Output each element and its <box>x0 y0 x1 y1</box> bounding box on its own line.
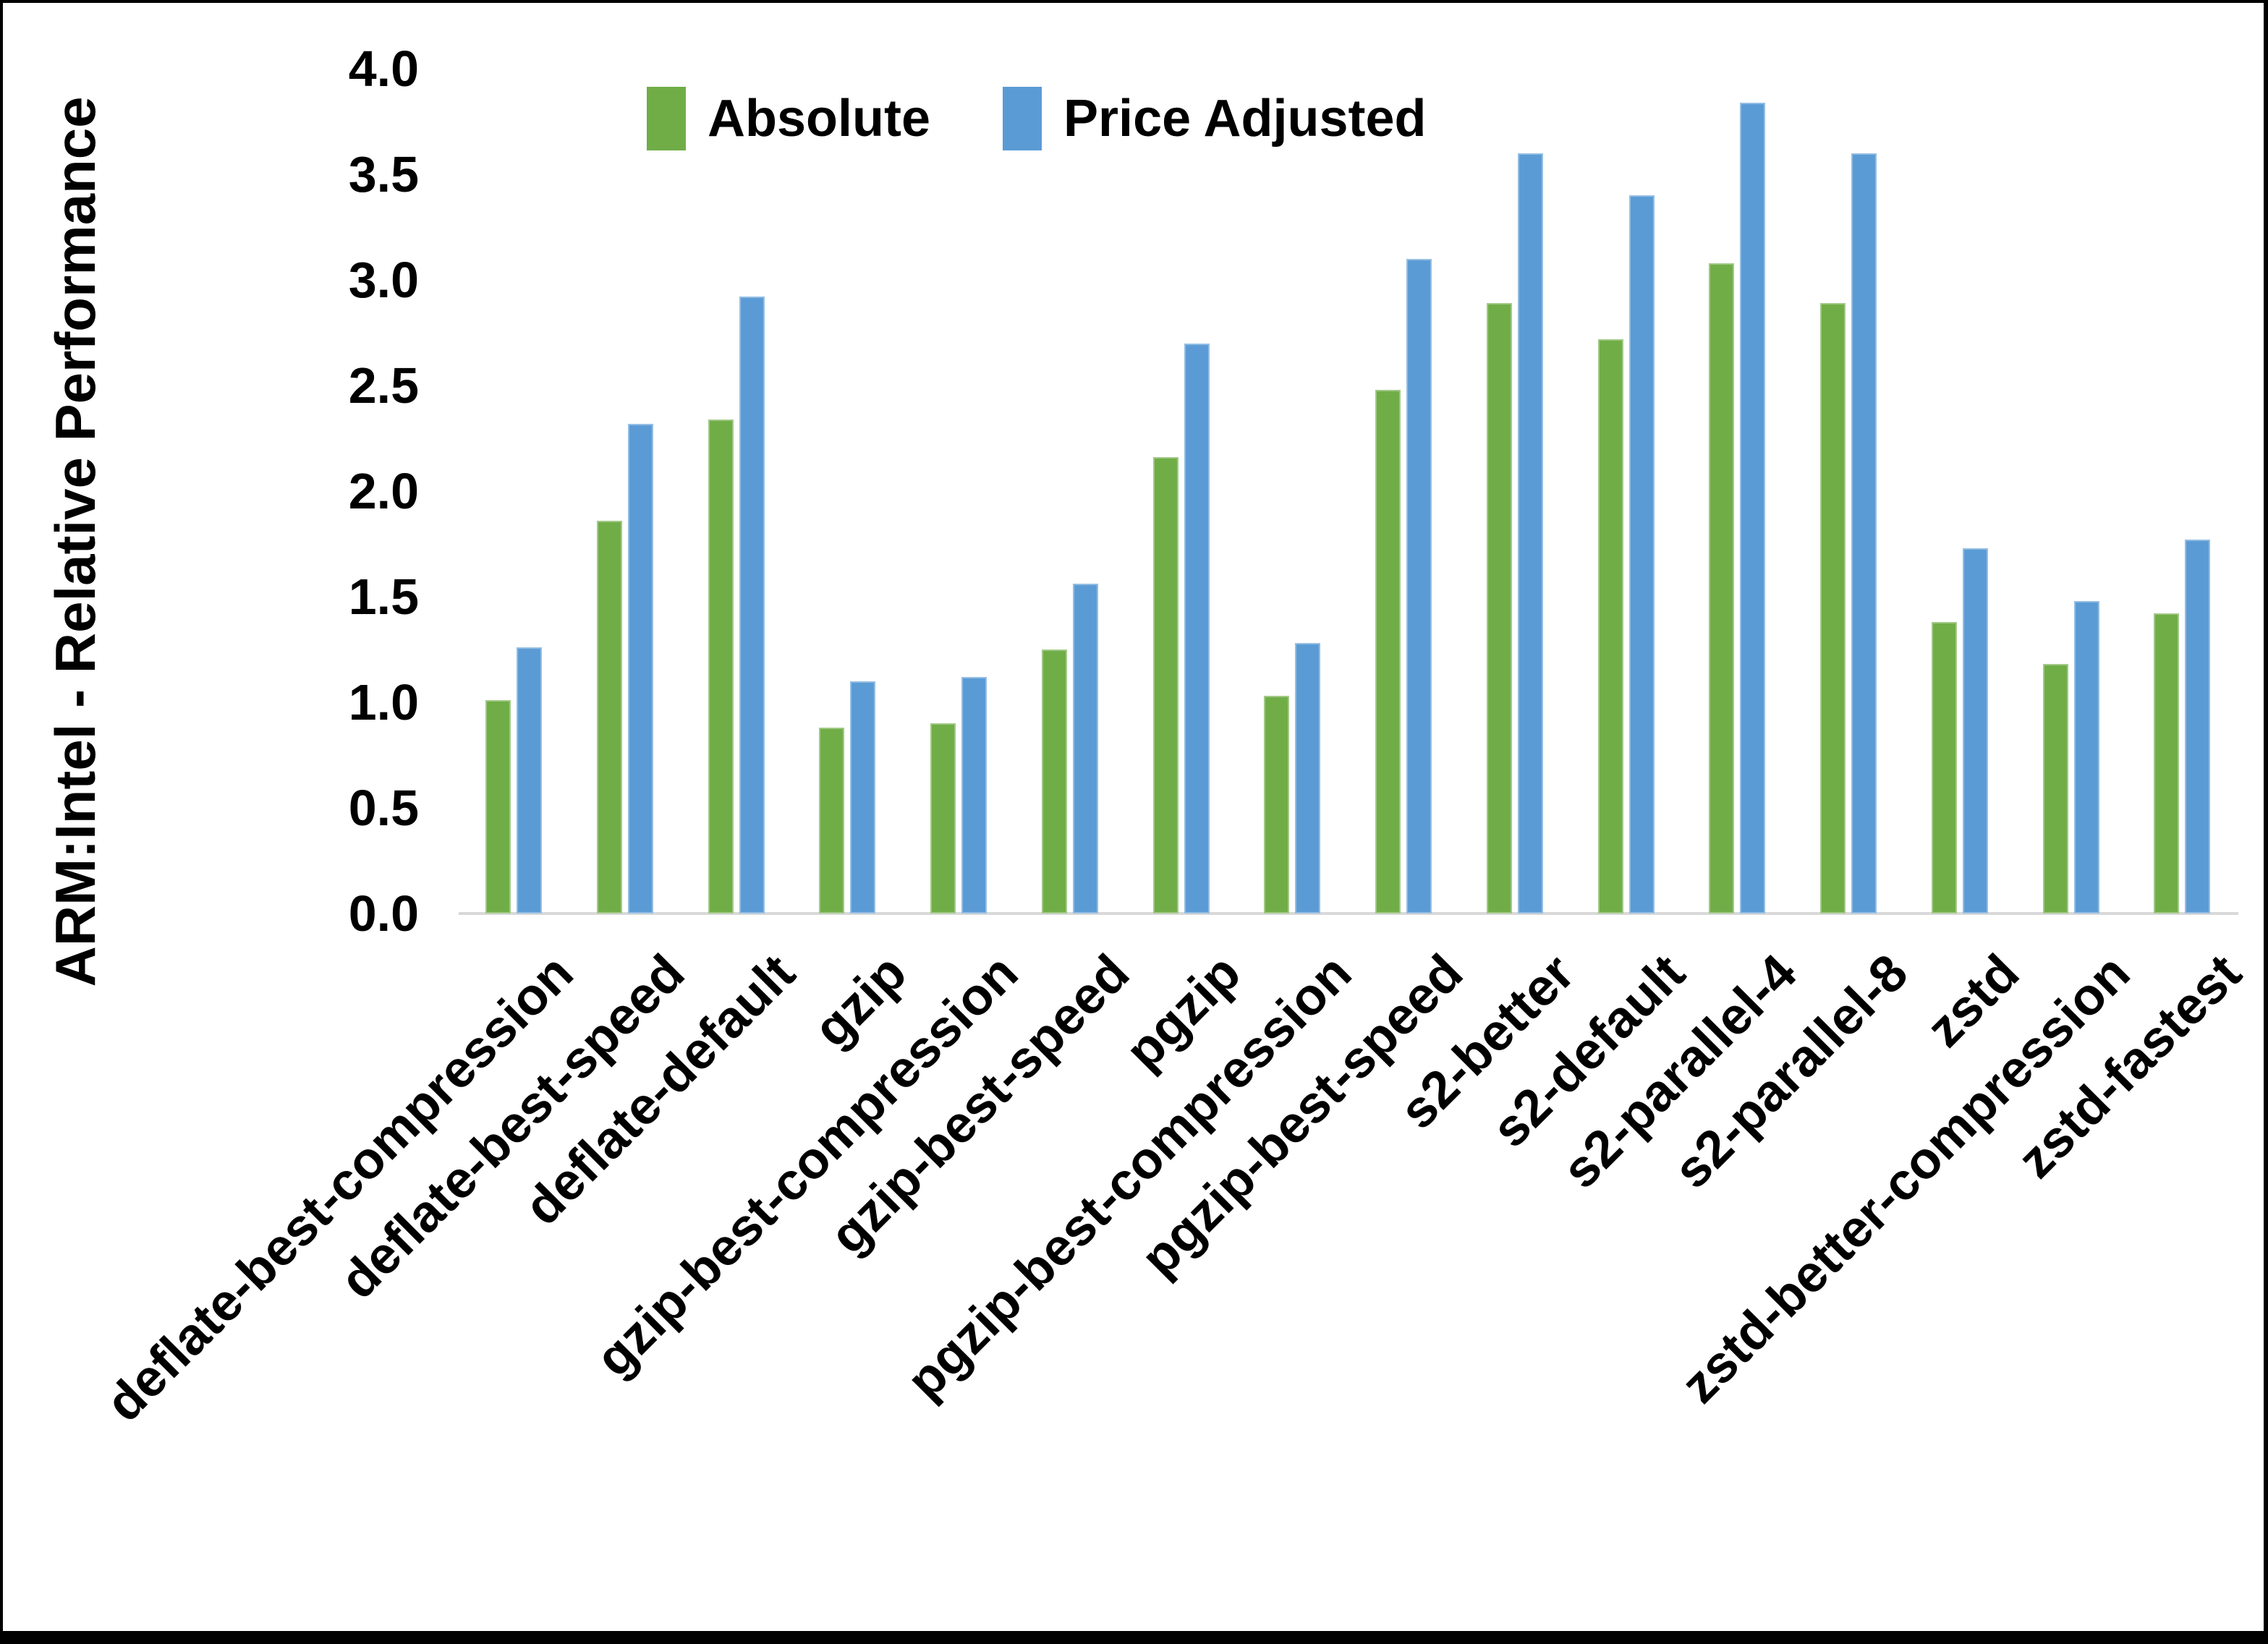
y-tick-label: 2.5 <box>348 357 419 414</box>
legend-label-absolute: Absolute <box>708 90 931 148</box>
bar-zstd-price-adjusted <box>1963 548 1988 913</box>
legend-item-price-adjusted: Price Adjusted <box>1003 81 1426 156</box>
bar-zstd-fastest-absolute <box>2154 613 2179 913</box>
bar-pgzip-price-adjusted <box>1184 344 1210 913</box>
bar-pgzip-best-compression-price-adjusted <box>1295 643 1320 913</box>
bar-s2-parallel-8-absolute <box>1820 303 1846 913</box>
bar-s2-default-absolute <box>1598 339 1623 913</box>
y-tick-label: 3.5 <box>348 146 419 203</box>
y-tick-label: 0.0 <box>348 885 419 942</box>
bar-s2-parallel-4-absolute <box>1709 263 1734 913</box>
bar-zstd-better-compression-price-adjusted <box>2074 601 2099 913</box>
legend-swatch-absolute <box>647 87 686 150</box>
bar-gzip-absolute <box>819 728 844 913</box>
y-tick-label: 0.5 <box>348 780 419 836</box>
bar-deflate-best-speed-absolute <box>597 521 622 913</box>
y-axis-title: ARM:Intel - Relative Performance <box>43 96 107 987</box>
legend-label-price-adjusted: Price Adjusted <box>1063 90 1427 148</box>
bar-pgzip-best-speed-price-adjusted <box>1406 259 1432 913</box>
x-axis-line <box>459 912 2238 915</box>
bar-zstd-better-compression-absolute <box>2043 664 2068 913</box>
bar-s2-default-price-adjusted <box>1629 195 1655 913</box>
bar-pgzip-best-compression-absolute <box>1264 696 1289 913</box>
legend-swatch-price-adjusted <box>1003 87 1042 150</box>
bar-s2-parallel-4-price-adjusted <box>1740 103 1765 913</box>
bar-deflate-best-compression-price-adjusted <box>517 647 542 913</box>
bar-gzip-price-adjusted <box>850 681 875 913</box>
y-tick-label: 1.5 <box>348 568 419 625</box>
bar-zstd-fastest-price-adjusted <box>2185 540 2210 913</box>
y-tick-label: 4.0 <box>348 41 419 97</box>
x-tick-label-deflate-best-compression: deflate-best-compression <box>95 943 585 1433</box>
y-tick-label: 3.0 <box>348 252 419 308</box>
bar-gzip-best-compression-absolute <box>930 723 956 913</box>
bar-chart: ARM:Intel - Relative Performance 0.0 0.5 1… <box>3 3 2265 1631</box>
bar-gzip-best-speed-price-adjusted <box>1073 584 1098 913</box>
bar-s2-better-absolute <box>1487 303 1512 913</box>
bar-zstd-absolute <box>1932 622 1957 913</box>
bar-pgzip-best-speed-absolute <box>1375 390 1401 913</box>
legend: Absolute Price Adjusted <box>647 81 1426 156</box>
bar-deflate-default-price-adjusted <box>739 297 765 913</box>
bar-gzip-best-speed-absolute <box>1042 649 1067 913</box>
bar-gzip-best-compression-price-adjusted <box>961 677 987 913</box>
bar-deflate-best-speed-price-adjusted <box>628 424 653 913</box>
legend-item-absolute: Absolute <box>647 81 930 156</box>
plot-area <box>459 69 2238 913</box>
bar-s2-parallel-8-price-adjusted <box>1851 153 1877 913</box>
bar-pgzip-absolute <box>1153 457 1178 913</box>
bar-s2-better-price-adjusted <box>1518 153 1543 913</box>
y-tick-label: 1.0 <box>348 674 419 731</box>
bar-deflate-best-compression-absolute <box>485 700 511 913</box>
bar-deflate-default-absolute <box>708 419 734 913</box>
y-tick-label: 2.0 <box>348 463 419 519</box>
